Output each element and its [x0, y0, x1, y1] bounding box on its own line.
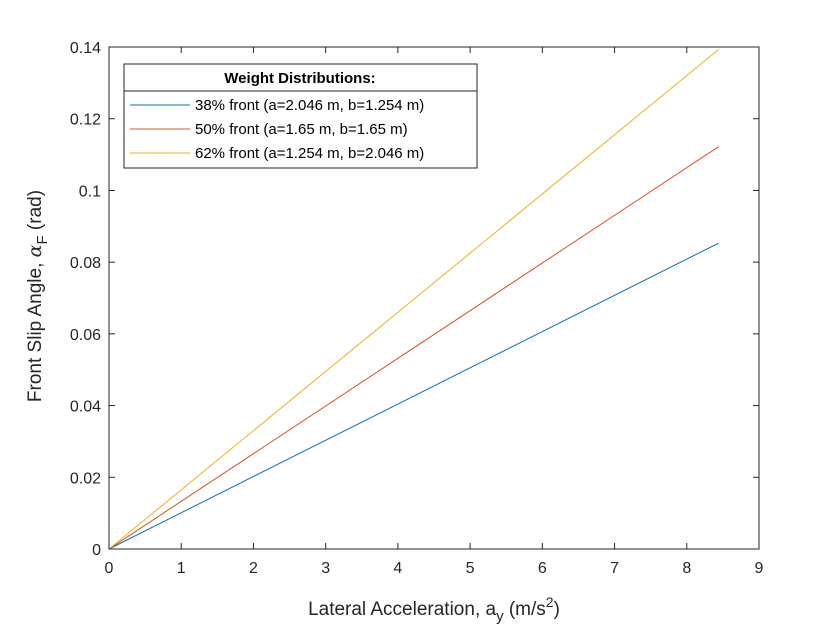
legend-entries: 38% front (a=2.046 m, b=1.254 m) 50% fron…	[130, 97, 424, 162]
y-tick-label: 0.04	[70, 399, 101, 416]
x-tick-label: 2	[249, 560, 258, 577]
y-tick-label: 0.06	[70, 327, 101, 344]
y-tick-label: 0.1	[79, 183, 101, 200]
x-tick-label: 3	[321, 560, 330, 577]
x-tick-label: 4	[393, 560, 402, 577]
x-axis-label-main: Lateral Acceleration, a	[308, 599, 496, 620]
legend: Weight Distributions: 38% front (a=2.046…	[123, 63, 478, 169]
x-tick-label: 9	[755, 560, 764, 577]
legend-label: 50% front (a=1.65 m, b=1.65 m)	[195, 121, 408, 138]
y-axis-label-sub: F	[34, 235, 51, 244]
legend-entry-1: 38% front (a=2.046 m, b=1.254 m)	[130, 97, 424, 114]
legend-label: 62% front (a=1.254 m, b=2.046 m)	[195, 145, 424, 162]
series-layer	[108, 49, 719, 550]
axes-box	[108, 46, 760, 550]
y-axis-label-unit: (rad)	[25, 190, 46, 235]
series-line-1	[108, 242, 719, 550]
x-tick-label: 5	[466, 560, 475, 577]
y-axis-label: Front Slip Angle, αF (rad)	[24, 190, 51, 402]
axes-layer: 0 1 2 3 4 5 6 7 8 9 0 0.02 0.04 0.06 0.08 0.1 0.12 0.14	[70, 40, 764, 577]
x-axis-label-sup: 2	[546, 594, 554, 610]
x-axis-label: Lateral Acceleration, ay (m/s2)	[308, 594, 560, 625]
y-tick-label: 0.08	[70, 255, 101, 272]
x-tick-label: 0	[105, 560, 114, 577]
series-line-2	[108, 146, 719, 550]
x-tick-label: 8	[682, 560, 691, 577]
x-tick-label: 1	[177, 560, 186, 577]
y-tick-label: 0.14	[70, 40, 101, 57]
legend-title: Weight Distributions:	[224, 70, 375, 87]
x-tick-label: 6	[538, 560, 547, 577]
x-axis-label-unit: (m/s	[504, 599, 546, 620]
legend-entry-2: 50% front (a=1.65 m, b=1.65 m)	[130, 121, 408, 138]
legend-box	[123, 63, 478, 169]
y-tick-label: 0.02	[70, 470, 101, 487]
legend-label: 38% front (a=2.046 m, b=1.254 m)	[195, 97, 424, 114]
y-tick-label: 0	[92, 542, 101, 559]
y-axis-label-main: Front Slip Angle,	[25, 257, 46, 402]
y-axis-label-greek: α	[24, 244, 46, 257]
x-axis-label-sub: y	[496, 608, 504, 625]
x-tick-label: 7	[610, 560, 619, 577]
legend-entry-3: 62% front (a=1.254 m, b=2.046 m)	[130, 145, 424, 162]
series-line-3	[108, 49, 719, 550]
y-tick-label: 0.12	[70, 112, 101, 129]
x-axis-label-close: )	[554, 599, 560, 620]
